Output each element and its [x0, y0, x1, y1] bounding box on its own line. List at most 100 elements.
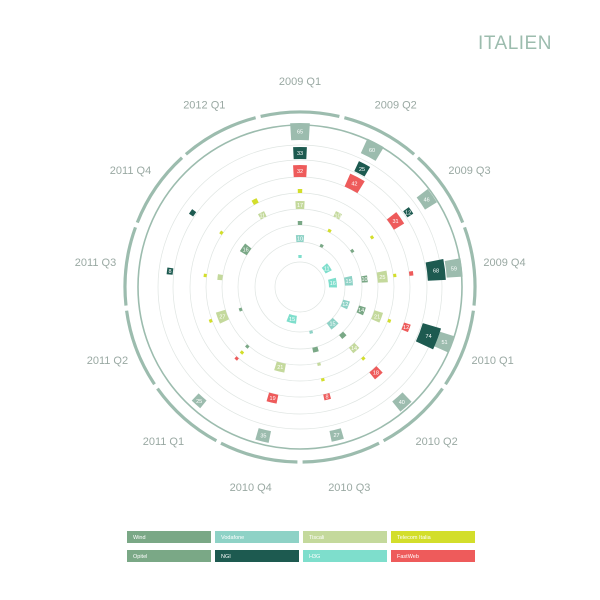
segment-value-label: 12 — [342, 302, 348, 308]
outer-arc-2009-q1 — [260, 110, 340, 119]
segment-2011-q4-61 — [188, 209, 197, 217]
quarter-label-2012-q1: 2012 Q1 — [183, 100, 225, 112]
segment-value-label: 8 — [168, 269, 171, 275]
segment-value-label: 16 — [330, 281, 336, 287]
segment-2010-q1-29 — [415, 323, 442, 350]
quarter-label-2010-q1: 2010 Q1 — [471, 355, 513, 367]
quarter-label-2009-q2: 2009 Q2 — [375, 100, 417, 112]
legend-swatch — [127, 531, 211, 543]
segment-2010-q3-44 — [317, 362, 322, 367]
legend-label: Telecom Italia — [397, 535, 432, 541]
quarter-label-2010-q3: 2010 Q3 — [328, 482, 370, 494]
segment-2011-q2-57 — [238, 307, 243, 312]
grid-ring-1 — [254, 241, 346, 333]
segment-2010-q2-38 — [348, 342, 360, 354]
data-segments: 65 33 32 17 10 60 25 42 10 46 12 31 11 59 68 25 10 15 16 51… — [166, 123, 463, 443]
segment-value-label: 17 — [297, 203, 303, 209]
outer-arc-2011-q2 — [125, 310, 156, 386]
outer-arc-2012-q1 — [184, 116, 257, 156]
grid-ring-0 — [274, 261, 326, 313]
segment-2009-q4-27 — [328, 277, 337, 288]
segment-value-label: 35 — [260, 434, 266, 440]
legend-label: H3G — [309, 554, 320, 560]
quarter-label-2009-q3: 2009 Q3 — [448, 165, 490, 177]
segment-2009-q4-22 — [408, 271, 414, 276]
legend-swatch — [303, 531, 387, 543]
segment-value-label: 16 — [243, 248, 249, 254]
segment-2010-q4-48 — [266, 392, 279, 404]
segment-2010-q1-32 — [371, 310, 384, 323]
segment-2010-q1-30 — [401, 322, 411, 333]
segment-2011-q3-60 — [217, 274, 223, 281]
segment-2011-q1-51 — [191, 393, 207, 409]
segment-value-label: 51 — [441, 340, 447, 346]
segment-value-label: 31 — [392, 219, 398, 225]
legend-swatch — [391, 550, 475, 562]
legend-swatch — [215, 531, 299, 543]
segment-2010-q2-37 — [361, 356, 366, 361]
legend: Wind Vodafone Tiscali Telecom Italia Opitel N… — [127, 531, 475, 562]
legend-item-tiscali: Tiscali — [303, 531, 387, 543]
segment-2009-q2-13 — [319, 243, 324, 248]
segment-2009-q2-10 — [344, 173, 365, 194]
segment-value-label: 12 — [405, 210, 411, 216]
segment-2009-q2-9 — [354, 161, 371, 177]
legend-item-vodafone: Vodafone — [215, 531, 299, 543]
segment-value-label: 21 — [374, 314, 380, 320]
segment-2010-q3-41 — [329, 428, 344, 442]
outer-arc-2011-q3 — [123, 226, 137, 306]
segment-2009-q3-14 — [416, 189, 437, 210]
segment-value-label: 59 — [451, 266, 457, 272]
quarter-label-2011-q1: 2011 Q1 — [143, 436, 184, 448]
segment-value-label: 12 — [403, 325, 409, 331]
legend-item-fastweb: FastWeb — [391, 550, 475, 562]
quarter-label-2011-q4: 2011 Q4 — [110, 165, 151, 177]
segment-value-label: 18 — [373, 371, 379, 377]
quarter-label-2010-q4: 2010 Q4 — [230, 482, 272, 494]
segment-2009-q3-17 — [369, 235, 375, 240]
segment-value-label: 74 — [426, 334, 432, 340]
legend-label: FastWeb — [397, 554, 419, 560]
legend-item-wind: Wind — [127, 531, 211, 543]
segment-value-label: 15 — [346, 279, 352, 285]
quarter-label-2009-q1: 2009 Q1 — [279, 76, 321, 88]
outer-arc-2010-q3 — [302, 441, 380, 464]
segment-2010-q3-46 — [309, 330, 314, 334]
legend-label: NGI — [221, 554, 231, 560]
quarter-label-2011-q3: 2011 Q3 — [75, 257, 116, 269]
segment-value-label: 27 — [333, 433, 339, 439]
segment-2009-q3-19 — [321, 263, 332, 274]
segment-value-label: 25 — [359, 167, 365, 173]
segment-2010-q2-36 — [369, 366, 383, 380]
segment-value-label: 14 — [358, 308, 364, 314]
legend-swatch — [215, 550, 299, 562]
segment-2010-q2-40 — [326, 317, 339, 330]
segment-value-label: 10 — [361, 277, 367, 283]
legend-item-h3g: H3G — [303, 550, 387, 562]
segment-2011-q2-55 — [208, 318, 213, 323]
segment-value-label: 60 — [369, 148, 375, 154]
legend-swatch — [303, 550, 387, 562]
segment-value-label: 68 — [433, 269, 439, 275]
segment-2012-q1-64 — [251, 198, 259, 206]
segment-value-label: 11 — [260, 213, 266, 219]
segment-value-label: 32 — [297, 169, 303, 175]
segment-value-label: 15 — [329, 322, 335, 328]
outer-arc-2010-q2 — [382, 387, 444, 443]
segment-2010-q2-35 — [392, 392, 412, 412]
segment-2010-q3-45 — [312, 346, 319, 353]
segment-2010-q3-43 — [320, 377, 325, 382]
legend-item-ngi: NGI — [215, 550, 299, 562]
grid-ring-7 — [157, 144, 443, 430]
segment-2011-q4-62 — [219, 230, 224, 235]
segment-value-label: 21 — [277, 365, 283, 371]
outer-arc-2009-q2 — [343, 116, 416, 156]
segment-2010-q1-33 — [356, 305, 366, 316]
segment-2009-q4-24 — [376, 270, 388, 283]
segment-value-label: 10 — [335, 213, 341, 219]
segment-value-label: 14 — [351, 346, 357, 352]
segment-2011-q2-56 — [215, 309, 230, 324]
segment-2009-q3-18 — [350, 248, 355, 254]
legend-label: Wind — [133, 535, 146, 541]
